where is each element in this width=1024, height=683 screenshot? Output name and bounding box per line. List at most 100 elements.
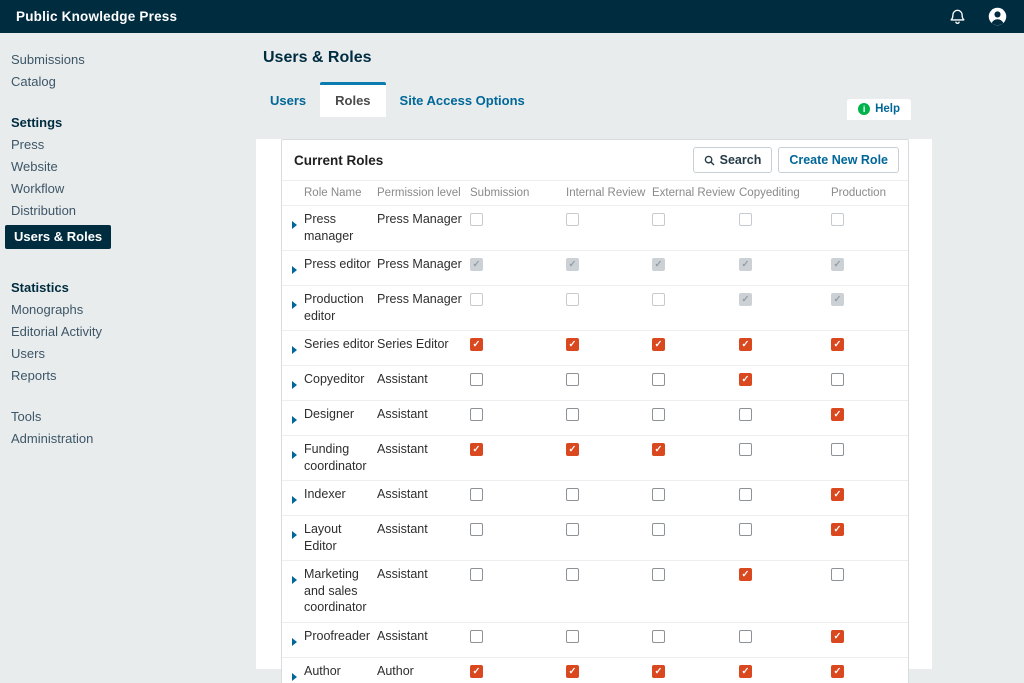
expand-arrow-icon[interactable] [292, 211, 304, 244]
checkbox-copyediting[interactable] [739, 568, 752, 581]
checkbox-submission[interactable] [470, 488, 483, 501]
checkbox-internal-review [566, 258, 579, 271]
notifications-bell-icon[interactable] [944, 4, 970, 30]
sidebar-item-users[interactable]: Users [11, 346, 45, 361]
checkbox-production[interactable] [831, 488, 844, 501]
sidebar-item-catalog[interactable]: Catalog [11, 74, 56, 89]
column-internal-review: Internal Review [566, 187, 646, 199]
expand-arrow-icon[interactable] [292, 371, 304, 394]
sidebar-item-monographs[interactable]: Monographs [11, 302, 84, 317]
table-row: Marketing and sales coordinator Assistan… [282, 560, 908, 622]
checkbox-submission[interactable] [470, 338, 483, 351]
tab-users[interactable]: Users [270, 93, 307, 108]
checkbox-copyediting[interactable] [739, 664, 752, 678]
expand-arrow-icon[interactable] [292, 566, 304, 616]
checkbox-external-review [652, 213, 665, 226]
search-button[interactable]: Search [692, 147, 773, 173]
checkbox-external-review[interactable] [652, 568, 665, 581]
table-row: Author Author [282, 656, 908, 683]
tab-site-access-options[interactable]: Site Access Options [399, 93, 525, 108]
permission-level: Series Editor [377, 337, 449, 351]
checkbox-external-review[interactable] [652, 629, 665, 643]
expand-arrow-icon[interactable] [292, 521, 304, 554]
sidebar-item-distribution[interactable]: Distribution [11, 203, 77, 218]
role-name: Author [304, 663, 341, 678]
checkbox-submission[interactable] [470, 408, 483, 421]
sidebar-item-workflow[interactable]: Workflow [11, 181, 65, 196]
permission-level: Assistant [377, 442, 428, 456]
sidebar-item-tools[interactable]: Tools [11, 409, 42, 424]
checkbox-external-review[interactable] [652, 523, 665, 536]
column-external-review: External Review [652, 187, 736, 199]
checkbox-external-review[interactable] [652, 488, 665, 501]
checkbox-production[interactable] [831, 568, 844, 581]
checkbox-production[interactable] [831, 523, 844, 536]
checkbox-submission[interactable] [470, 373, 483, 386]
role-name: Marketing and sales coordinator [304, 567, 367, 614]
expand-arrow-icon[interactable] [292, 441, 304, 474]
checkbox-copyediting[interactable] [739, 373, 752, 386]
checkbox-copyediting[interactable] [739, 443, 752, 456]
checkbox-copyediting [739, 293, 752, 306]
checkbox-external-review[interactable] [652, 664, 665, 678]
checkbox-internal-review[interactable] [566, 523, 579, 536]
checkbox-submission[interactable] [470, 443, 483, 456]
checkbox-external-review[interactable] [652, 443, 665, 456]
checkbox-external-review [652, 258, 665, 271]
checkbox-production[interactable] [831, 664, 844, 678]
checkbox-external-review[interactable] [652, 373, 665, 386]
checkbox-submission[interactable] [470, 568, 483, 581]
help-icon: i [858, 103, 871, 115]
checkbox-internal-review[interactable] [566, 373, 579, 386]
checkbox-internal-review[interactable] [566, 488, 579, 501]
checkbox-copyediting[interactable] [739, 523, 752, 536]
checkbox-production [831, 258, 844, 271]
checkbox-copyediting[interactable] [739, 338, 752, 351]
expand-arrow-icon[interactable] [292, 628, 304, 651]
checkbox-copyediting[interactable] [739, 488, 752, 501]
sidebar-item-users-roles[interactable]: Users & Roles [5, 225, 112, 249]
sidebar-item-editorial-activity[interactable]: Editorial Activity [11, 324, 103, 339]
checkbox-external-review[interactable] [652, 338, 665, 351]
expand-arrow-icon[interactable] [292, 256, 304, 279]
sidebar-item-press[interactable]: Press [11, 137, 45, 152]
tab-roles[interactable]: Roles [320, 82, 386, 117]
checkbox-internal-review[interactable] [566, 408, 579, 421]
role-name: Funding coordinator [304, 442, 367, 473]
expand-arrow-icon[interactable] [292, 486, 304, 509]
checkbox-external-review[interactable] [652, 408, 665, 421]
expand-arrow-icon[interactable] [292, 406, 304, 429]
role-name: Copyeditor [304, 372, 365, 386]
checkbox-submission[interactable] [470, 629, 483, 643]
create-new-role-button[interactable]: Create New Role [778, 147, 899, 173]
expand-arrow-icon[interactable] [292, 663, 304, 683]
table-row: Designer Assistant [282, 400, 908, 435]
checkbox-production[interactable] [831, 373, 844, 386]
checkbox-internal-review[interactable] [566, 568, 579, 581]
checkbox-production[interactable] [831, 629, 844, 643]
expand-arrow-icon[interactable] [292, 291, 304, 324]
expand-arrow-icon[interactable] [292, 336, 304, 359]
checkbox-internal-review[interactable] [566, 629, 579, 643]
checkbox-copyediting[interactable] [739, 629, 752, 643]
permission-level: Assistant [377, 522, 428, 536]
sidebar-item-reports[interactable]: Reports [11, 368, 57, 383]
sidebar-item-website[interactable]: Website [11, 159, 58, 174]
checkbox-submission[interactable] [470, 664, 483, 678]
sidebar-item-administration[interactable]: Administration [11, 431, 94, 446]
checkbox-submission[interactable] [470, 523, 483, 536]
checkbox-copyediting[interactable] [739, 408, 752, 421]
checkbox-internal-review[interactable] [566, 443, 579, 456]
help-button[interactable]: i Help [847, 99, 911, 120]
checkbox-production [831, 213, 844, 226]
sidebar-item-submissions[interactable]: Submissions [11, 52, 85, 67]
user-avatar-icon[interactable] [984, 4, 1010, 30]
checkbox-internal-review[interactable] [566, 338, 579, 351]
checkbox-internal-review[interactable] [566, 664, 579, 678]
checkbox-production[interactable] [831, 443, 844, 456]
checkbox-production[interactable] [831, 408, 844, 421]
checkbox-production[interactable] [831, 338, 844, 351]
permission-level: Assistant [377, 407, 428, 421]
role-name: Indexer [304, 487, 346, 501]
